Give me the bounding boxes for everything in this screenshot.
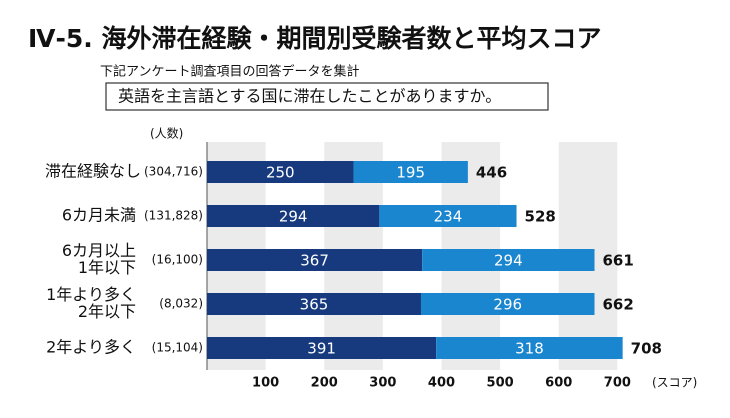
x-tick-label: 600 <box>545 376 572 391</box>
bar-segment <box>207 337 437 359</box>
chart-subtitle: 下記アンケート調査項目の回答データを集計 <box>100 64 359 80</box>
category-label: 1年より多く <box>46 285 136 304</box>
value-label: 296 <box>493 296 522 314</box>
category-label: 1年以下 <box>78 258 136 277</box>
x-tick-label: 100 <box>252 376 279 391</box>
count-label: (16,100) <box>152 253 203 267</box>
category-label: 6カ月未満 <box>62 206 136 225</box>
total-label: 662 <box>603 296 634 314</box>
bar-segment <box>207 161 354 183</box>
category-label: 6カ月以上 <box>62 241 136 260</box>
bar-segment <box>207 293 421 315</box>
count-label: (131,828) <box>144 209 203 223</box>
total-label: 528 <box>525 208 556 226</box>
value-label: 294 <box>494 252 523 270</box>
count-label: (8,032) <box>159 297 203 311</box>
bar-segment <box>207 205 380 227</box>
total-label: 708 <box>631 340 662 358</box>
category-label: 2年より多く <box>46 338 136 357</box>
total-label: 661 <box>603 252 634 270</box>
y-axis-label: (人数) <box>150 126 183 141</box>
x-tick-label: 200 <box>311 376 338 391</box>
value-label: 367 <box>300 252 329 270</box>
x-tick-label: 300 <box>369 376 396 391</box>
category-label: 2年以下 <box>78 302 136 321</box>
category-label: 滞在経験なし <box>45 162 141 181</box>
value-label: 195 <box>396 164 425 182</box>
count-label: (15,104) <box>152 341 203 355</box>
question-box <box>105 82 549 111</box>
question: 英語を主言語とする国に滞在したことがありますか。 <box>118 87 501 106</box>
value-label: 318 <box>515 340 544 358</box>
bar-segment <box>420 293 595 315</box>
bar-segment <box>207 249 423 271</box>
x-tick-label: 500 <box>487 376 514 391</box>
x-axis-label: (スコア) <box>652 376 697 390</box>
x-tick-label: 700 <box>604 376 631 391</box>
bar-segment <box>436 337 623 359</box>
count-label: (304,716) <box>144 165 203 179</box>
value-label: 365 <box>300 296 329 314</box>
bar-segment <box>353 161 468 183</box>
bar-segment <box>422 249 595 271</box>
x-tick-label: 400 <box>428 376 455 391</box>
total-label: 446 <box>476 164 507 182</box>
value-label: 294 <box>279 208 308 226</box>
chart-title: Ⅳ-5. 海外滞在経験・期間別受験者数と平均スコア <box>28 24 601 53</box>
bar-segment <box>379 205 517 227</box>
value-label: 234 <box>434 208 463 226</box>
value-label: 391 <box>307 340 336 358</box>
value-label: 250 <box>266 164 295 182</box>
